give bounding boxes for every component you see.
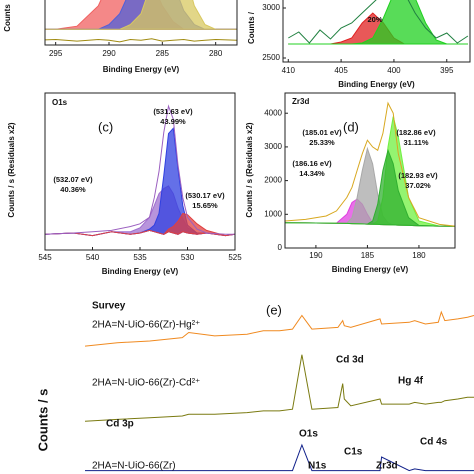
- annotation: C1s: [344, 447, 363, 458]
- annotation: (185.01 eV): [302, 128, 342, 137]
- x-tick-label: 540: [86, 253, 100, 262]
- y-tick-label: 4000: [264, 108, 282, 117]
- x-tick-label: 395: [440, 66, 454, 75]
- panel-title: Survey: [92, 301, 126, 312]
- y-tick-label: 0: [278, 243, 283, 252]
- spectrum-line: [288, 0, 469, 44]
- x-tick-label: 190: [309, 251, 323, 260]
- y-tick-label: 2500: [262, 53, 280, 62]
- plot-frame: [282, 0, 471, 63]
- plot-frame: [284, 92, 456, 249]
- x-tick-label: 180: [412, 251, 426, 260]
- y-axis-label: Counts /: [247, 11, 256, 44]
- x-tick-label: 535: [133, 253, 147, 262]
- y-tick-label: 2000: [264, 176, 282, 185]
- x-tick-label: 400: [387, 66, 401, 75]
- plot-area: [45, 0, 237, 43]
- annotation: Cd 3d: [336, 355, 364, 366]
- y-tick-label: 3000: [262, 3, 280, 12]
- panel-title: Zr3d: [292, 97, 309, 106]
- annotation: 40.36%: [60, 185, 86, 194]
- y-axis-label: Counts / s: [35, 389, 50, 452]
- plot-area: [285, 101, 455, 227]
- annotation: (531.63 eV): [153, 107, 193, 116]
- annotation: Cd 4s: [420, 437, 448, 448]
- spectrum-line: [85, 310, 474, 347]
- component-area: [285, 148, 455, 227]
- spectrum-line: [85, 354, 474, 422]
- x-tick-label: 525: [228, 253, 242, 262]
- y-tick-label: 1000: [264, 209, 282, 218]
- annotation: 20%: [367, 15, 382, 24]
- annotation: 14.34%: [299, 169, 325, 178]
- annotation: 15.65%: [192, 201, 218, 210]
- panel-label: (e): [266, 302, 282, 317]
- annotation: (182.93 eV): [398, 171, 438, 180]
- spectrum-line: [85, 443, 474, 472]
- x-tick-label: 405: [334, 66, 348, 75]
- annotation: Hg 4f: [398, 376, 424, 387]
- spectrum-line: [45, 38, 237, 43]
- plot-area: [288, 0, 469, 45]
- annotation: 31.11%: [403, 138, 428, 147]
- x-axis-label: Binding Energy (eV): [102, 267, 179, 276]
- annotation: (186.16 eV): [292, 159, 332, 168]
- annotation: (530.17 eV): [185, 191, 225, 200]
- annotation: Cd 3p: [106, 419, 134, 430]
- series-label: 2HA=N-UiO-66(Zr)-Hg²⁺: [92, 320, 200, 331]
- annotation: N1s: [308, 461, 327, 472]
- x-axis-label: Binding Energy (eV): [338, 80, 415, 89]
- panel-label: (d): [343, 119, 359, 134]
- x-tick-label: 410: [282, 66, 296, 75]
- x-tick-label: 545: [38, 253, 52, 262]
- y-axis-label: Counts / s (Residuals x2): [7, 122, 16, 217]
- annotation: (182.86 eV): [396, 128, 436, 137]
- x-tick-label: 185: [361, 251, 375, 260]
- annotation: 37.02%: [405, 181, 431, 190]
- series-label: 2HA=N-UiO-66(Zr): [92, 461, 176, 472]
- x-axis-label: Binding Energy (eV): [332, 265, 409, 274]
- annotation: 25.33%: [309, 138, 335, 147]
- y-axis-label: Counts / s (Residuals x2): [245, 122, 254, 217]
- plot-area: [45, 104, 235, 237]
- annotation: 43.99%: [160, 117, 186, 126]
- plot-frame: [44, 0, 238, 46]
- y-tick-label: 3000: [264, 142, 282, 151]
- x-tick-label: 295: [49, 49, 63, 58]
- plot-frame: [44, 92, 236, 251]
- panel-title: O1s: [52, 98, 68, 107]
- x-tick-label: 280: [209, 49, 223, 58]
- component-area: [288, 0, 468, 45]
- annotation: Zr3d: [376, 461, 398, 472]
- annotation: O1s: [299, 429, 318, 440]
- spectrum-line: [45, 104, 235, 235]
- x-tick-label: 285: [156, 49, 170, 58]
- panel-label: (c): [98, 119, 113, 134]
- plot-area: [85, 310, 474, 472]
- x-tick-label: 530: [181, 253, 195, 262]
- spectrum-line: [285, 101, 455, 227]
- component-area: [45, 0, 237, 30]
- x-tick-label: 290: [102, 49, 116, 58]
- x-axis-label: Binding Energy (eV): [103, 65, 180, 74]
- component-area: [45, 212, 235, 237]
- y-axis-label: Counts: [3, 4, 12, 32]
- series-label: 2HA=N-UiO-66(Zr)-Cd²⁺: [92, 378, 200, 389]
- annotation: (532.07 eV): [53, 175, 93, 184]
